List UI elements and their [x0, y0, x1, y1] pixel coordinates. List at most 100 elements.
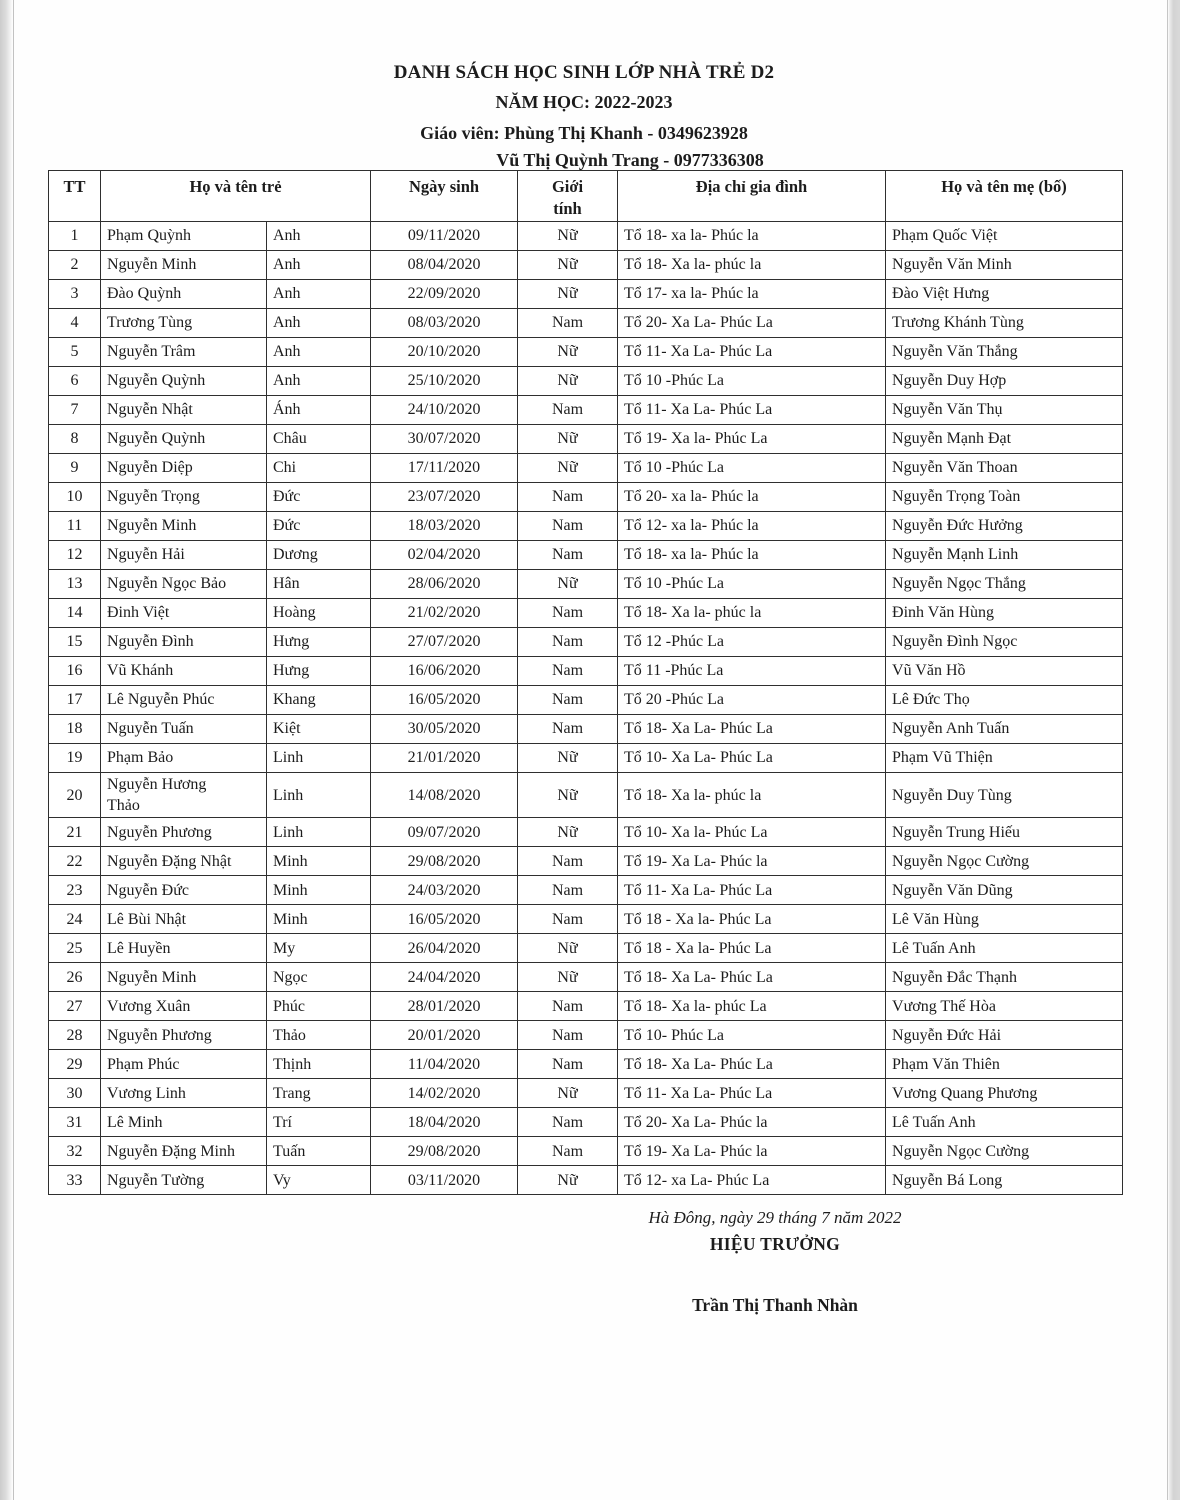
- cell-given-name: Ánh: [265, 395, 372, 425]
- cell-gender: Nam: [517, 1136, 619, 1167]
- cell-address: Tổ 18- Xa la- phúc La: [617, 991, 887, 1022]
- student-row: 3 Đào Quỳnh Anh 22/09/2020 Nữ Tổ 17- xa …: [48, 279, 1124, 309]
- student-row: 32 Nguyễn Đặng Minh Tuấn 29/08/2020 Nam …: [48, 1136, 1124, 1167]
- cell-address: Tổ 17- xa la- Phúc la: [617, 279, 887, 309]
- cell-gender: Nam: [517, 598, 619, 628]
- cell-address: Tổ 11- Xa La- Phúc La: [617, 337, 887, 367]
- document-footer: Hà Đông, ngày 29 tháng 7 năm 2022 HIỆU T…: [555, 1208, 995, 1316]
- cell-parent-name: Vũ Văn Hồ: [885, 656, 1124, 686]
- student-row: 5 Nguyễn Trâm Anh 20/10/2020 Nữ Tổ 11- X…: [48, 337, 1124, 367]
- cell-dob: 18/03/2020: [370, 511, 519, 541]
- cell-gender: Nữ: [517, 1165, 619, 1196]
- student-row: 21 Nguyễn Phương Linh 09/07/2020 Nữ Tổ 1…: [48, 817, 1124, 848]
- cell-address: Tổ 18- xa la- Phúc la: [617, 540, 887, 570]
- cell-given-name: Trí: [265, 1107, 372, 1138]
- cell-given-name: Linh: [265, 817, 372, 848]
- cell-dob: 08/04/2020: [370, 250, 519, 280]
- cell-tt: 15: [48, 627, 101, 657]
- cell-parent-name: Nguyễn Đình Ngọc: [885, 627, 1124, 657]
- cell-address: Tổ 11- Xa La- Phúc La: [617, 395, 887, 425]
- cell-dob: 09/11/2020: [370, 221, 519, 251]
- cell-given-name: Thịnh: [265, 1049, 372, 1080]
- cell-gender: Nam: [517, 656, 619, 686]
- cell-parent-name: Lê Đức Thọ: [885, 685, 1124, 715]
- cell-gender: Nam: [517, 991, 619, 1022]
- student-table: TT Họ và tên trẻ Ngày sinh Giới tính Địa…: [48, 170, 1124, 1196]
- student-row: 19 Phạm Bảo Linh 21/01/2020 Nữ Tổ 10- Xa…: [48, 743, 1124, 773]
- cell-tt: 26: [48, 962, 101, 993]
- student-row: 16 Vũ Khánh Hưng 16/06/2020 Nam Tổ 11 -P…: [48, 656, 1124, 686]
- student-row: 1 Phạm Quỳnh Anh 09/11/2020 Nữ Tổ 18- xa…: [48, 221, 1124, 251]
- cell-tt: 1: [48, 221, 101, 251]
- student-row: 10 Nguyễn Trọng Đức 23/07/2020 Nam Tổ 20…: [48, 482, 1124, 512]
- cell-parent-name: Nguyễn Đức Hải: [885, 1020, 1124, 1051]
- cell-tt: 20: [48, 771, 101, 819]
- cell-address: Tổ 12- xa La- Phúc La: [617, 1165, 887, 1196]
- col-header-name: Họ và tên trẻ: [99, 170, 372, 222]
- student-row: 23 Nguyễn Đức Minh 24/03/2020 Nam Tổ 11-…: [48, 875, 1124, 906]
- cell-family-name: Nguyễn Đình: [100, 627, 267, 657]
- student-row: 14 Đinh Việt Hoàng 21/02/2020 Nam Tổ 18-…: [48, 598, 1124, 628]
- cell-given-name: Châu: [265, 424, 372, 454]
- cell-tt: 33: [48, 1165, 101, 1196]
- cell-family-name: Đào Quỳnh: [100, 279, 267, 309]
- cell-tt: 24: [48, 904, 101, 935]
- cell-tt: 27: [48, 991, 101, 1022]
- cell-family-name: Nguyễn Ngọc Bảo: [100, 569, 267, 599]
- teacher-line-2: Vũ Thị Quỳnh Trang - 0977336308: [496, 150, 764, 170]
- cell-given-name: Minh: [265, 904, 372, 935]
- cell-given-name: Anh: [265, 221, 372, 251]
- cell-dob: 18/04/2020: [370, 1107, 519, 1138]
- cell-given-name: Hưng: [265, 627, 372, 657]
- student-row: 12 Nguyễn Hải Dương 02/04/2020 Nam Tổ 18…: [48, 540, 1124, 570]
- cell-given-name: Linh: [265, 743, 372, 773]
- cell-dob: 11/04/2020: [370, 1049, 519, 1080]
- cell-given-name: Khang: [265, 685, 372, 715]
- cell-given-name: Dương: [265, 540, 372, 570]
- cell-gender: Nữ: [517, 250, 619, 280]
- cell-family-name: Nguyễn Phương: [100, 817, 267, 848]
- cell-address: Tổ 10 -Phúc La: [617, 453, 887, 483]
- cell-parent-name: Nguyễn Mạnh Linh: [885, 540, 1124, 570]
- cell-dob: 16/06/2020: [370, 656, 519, 686]
- cell-given-name: Anh: [265, 308, 372, 338]
- cell-gender: Nữ: [517, 279, 619, 309]
- cell-given-name: Ngọc: [265, 962, 372, 993]
- cell-family-name: Phạm Bảo: [100, 743, 267, 773]
- student-row: 26 Nguyễn Minh Ngọc 24/04/2020 Nữ Tổ 18-…: [48, 962, 1124, 993]
- cell-gender: Nam: [517, 540, 619, 570]
- cell-family-name: Vương Xuân: [100, 991, 267, 1022]
- cell-family-name: Nguyễn Phương: [100, 1020, 267, 1051]
- student-row: 27 Vương Xuân Phúc 28/01/2020 Nam Tổ 18-…: [48, 991, 1124, 1022]
- cell-dob: 24/04/2020: [370, 962, 519, 993]
- cell-parent-name: Nguyễn Đức Hưởng: [885, 511, 1124, 541]
- cell-family-name: Lê Huyền: [100, 933, 267, 964]
- signer-title: HIỆU TRƯỞNG: [709, 1234, 841, 1254]
- cell-parent-name: Phạm Vũ Thiện: [885, 743, 1124, 773]
- cell-tt: 17: [48, 685, 101, 715]
- student-row: 18 Nguyễn Tuấn Kiệt 30/05/2020 Nam Tổ 18…: [48, 714, 1124, 744]
- cell-gender: Nam: [517, 846, 619, 877]
- cell-dob: 20/10/2020: [370, 337, 519, 367]
- cell-family-name: Phạm Phúc: [100, 1049, 267, 1080]
- cell-address: Tổ 20- xa la- Phúc la: [617, 482, 887, 512]
- cell-tt: 7: [48, 395, 101, 425]
- cell-tt: 16: [48, 656, 101, 686]
- cell-given-name: My: [265, 933, 372, 964]
- student-row: 7 Nguyễn Nhật Ánh 24/10/2020 Nam Tổ 11- …: [48, 395, 1124, 425]
- cell-gender: Nam: [517, 395, 619, 425]
- cell-tt: 13: [48, 569, 101, 599]
- student-row: 8 Nguyễn Quỳnh Châu 30/07/2020 Nữ Tổ 19-…: [48, 424, 1124, 454]
- cell-family-name: Phạm Quỳnh: [100, 221, 267, 251]
- cell-dob: 24/10/2020: [370, 395, 519, 425]
- student-row: 13 Nguyễn Ngọc Bảo Hân 28/06/2020 Nữ Tổ …: [48, 569, 1124, 599]
- cell-family-name: Đinh Việt: [100, 598, 267, 628]
- cell-given-name: Đức: [265, 482, 372, 512]
- cell-address: Tổ 19- Xa La- Phúc la: [617, 846, 887, 877]
- place-date-line: Hà Đông, ngày 29 tháng 7 năm 2022: [648, 1208, 902, 1227]
- cell-tt: 6: [48, 366, 101, 396]
- cell-address: Tổ 11 -Phúc La: [617, 656, 887, 686]
- cell-dob: 28/01/2020: [370, 991, 519, 1022]
- cell-parent-name: Trương Khánh Tùng: [885, 308, 1124, 338]
